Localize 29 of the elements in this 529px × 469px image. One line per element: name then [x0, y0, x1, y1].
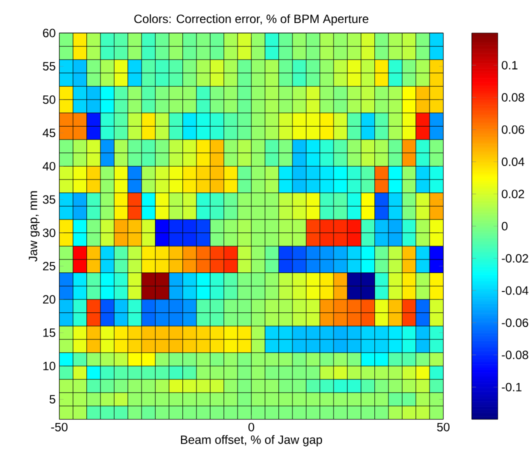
color-bar-label: 0.08	[502, 93, 524, 102]
color-bar-label: 0	[502, 222, 508, 230]
y-tick-label: 20	[43, 295, 56, 304]
x-tick-label: 0	[248, 422, 254, 432]
x-axis-title: Beam offset, % of Jaw gap	[181, 435, 322, 446]
color-bar-label: 0.06	[502, 125, 524, 134]
y-tick-label: 10	[43, 362, 56, 370]
y-tick-label: 25	[43, 262, 56, 270]
chart-title: Colors: Correction error, % of BPM Aperture	[134, 14, 368, 26]
y-tick-label: 35	[42, 195, 56, 204]
x-tick-label: -50	[51, 422, 68, 432]
color-bar-label: 0.04	[502, 158, 524, 166]
y-tick-label: 5	[50, 395, 56, 404]
color-bar-label: -0.02	[502, 254, 528, 263]
color-bar-label: -0.08	[502, 350, 528, 360]
color-bar-label: -0.06	[502, 318, 528, 327]
y-axis-title: Jaw gap, mm	[28, 191, 40, 262]
y-tick-label: 40	[42, 162, 56, 170]
y-tick-label: 30	[42, 228, 56, 238]
y-tick-label: 55	[42, 62, 56, 70]
color-bar-label: -0.1	[502, 382, 522, 392]
y-tick-label: 45	[42, 128, 56, 138]
color-bar-label: 0.02	[502, 190, 524, 198]
color-bar-label: -0.04	[502, 286, 528, 295]
y-tick-label: 15	[43, 328, 56, 337]
x-tick-label: 50	[437, 422, 450, 432]
y-tick-label: 60	[43, 28, 56, 38]
y-tick-label: 50	[42, 95, 56, 104]
color-bar-label: 0.1	[502, 60, 518, 70]
